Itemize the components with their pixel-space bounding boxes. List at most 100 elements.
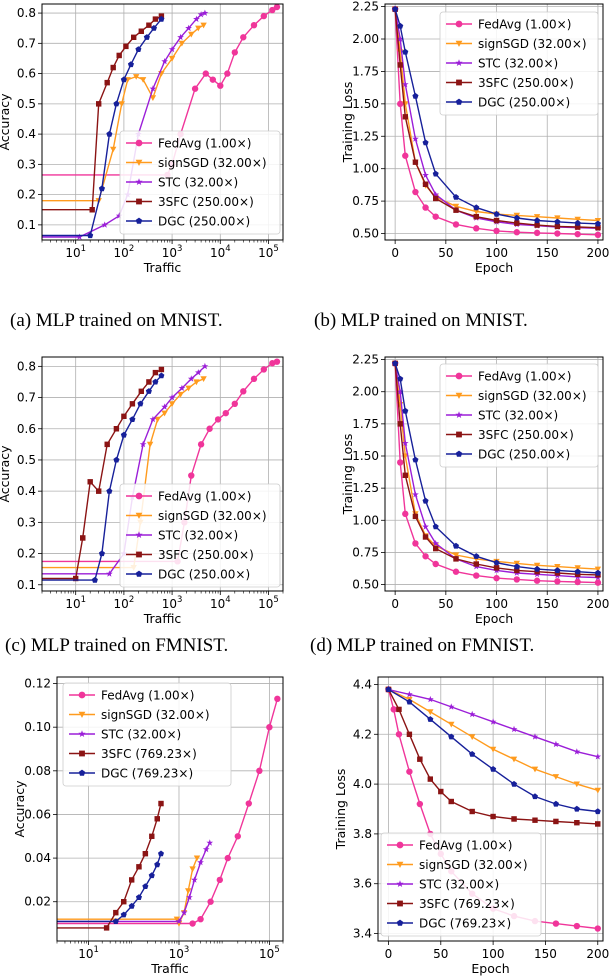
data-point-signSGD	[185, 385, 192, 392]
data-point-DGC	[432, 170, 439, 177]
data-point-3SFC	[110, 64, 116, 71]
data-point-3SFC	[438, 788, 444, 795]
series-line-DGC	[394, 8, 598, 225]
series-line-STC	[57, 842, 211, 923]
chart-e: 0.02 0.04 0.06 0.08 0.10 0.12 101 103 105 Traffic…	[12, 676, 284, 976]
legend-label-STC: STC (32.00×)	[101, 728, 181, 742]
data-point-DGC	[120, 431, 127, 438]
data-point-signSGD	[510, 756, 518, 763]
data-point-3SFC	[422, 181, 429, 187]
x-tick-label: 104	[210, 244, 231, 260]
data-point-FedAvg	[269, 6, 276, 14]
series-line-DGC	[394, 363, 598, 574]
data-point-STC	[186, 893, 193, 901]
data-point-FedAvg	[188, 472, 195, 479]
data-point-3SFC	[406, 731, 413, 737]
data-point-DGC	[422, 497, 429, 504]
data-point-signSGD	[573, 781, 580, 788]
legend-label-FedAvg: FedAvg (1.00×)	[101, 689, 194, 703]
data-point-FedAvg	[240, 388, 247, 395]
data-point-signSGD	[168, 55, 176, 62]
data-point-DGC	[594, 808, 601, 815]
y-tick-label: 2.00	[352, 385, 379, 399]
legend-marker-STC	[135, 531, 143, 538]
x-tick-label: 50	[438, 597, 453, 611]
data-point-signSGD	[178, 40, 186, 47]
data-point-FedAvg	[554, 578, 561, 585]
data-point-FedAvg	[397, 100, 404, 108]
data-point-3SFC	[433, 195, 439, 202]
data-point-FedAvg	[513, 229, 521, 236]
y-tick-label: 0.5	[17, 453, 36, 467]
legend-label-3SFC: 3SFC (769.23×)	[101, 747, 197, 761]
y-axis-label: Training Loss	[340, 82, 355, 164]
data-point-DGC	[402, 407, 409, 414]
data-point-3SFC	[131, 34, 137, 40]
data-point-DGC	[452, 542, 459, 549]
data-point-signSGD	[149, 95, 157, 101]
data-point-DGC	[392, 360, 399, 366]
y-tick-label: 0.04	[24, 851, 51, 865]
data-point-STC	[422, 171, 429, 178]
data-point-FedAvg	[260, 12, 268, 20]
data-point-3SFC	[113, 426, 120, 432]
data-point-DGC	[148, 872, 155, 879]
data-point-signSGD	[188, 31, 195, 38]
legend-marker-STC	[396, 880, 404, 887]
legend-marker-3SFC	[136, 551, 142, 558]
data-point-FedAvg	[273, 358, 281, 365]
data-point-STC	[206, 839, 214, 846]
legend-label-signSGD: signSGD (32.00×)	[158, 156, 267, 170]
data-point-FedAvg	[256, 767, 263, 775]
data-point-3SFC	[89, 207, 95, 213]
legend: FedAvg (1.00×) signSGD (32.00×) STC (32.00…	[439, 11, 599, 116]
data-point-DGC	[128, 902, 135, 909]
data-point-FedAvg	[594, 231, 602, 239]
y-axis-label: Training Loss	[340, 434, 355, 516]
data-point-signSGD	[175, 921, 183, 927]
data-point-3SFC	[96, 101, 102, 107]
data-point-DGC	[432, 523, 439, 530]
data-point-3SFC	[146, 379, 152, 385]
series-line-signSGD	[394, 9, 598, 222]
data-point-FedAvg	[216, 876, 224, 884]
data-point-3SFC	[595, 821, 601, 827]
y-tick-label: 3.4	[353, 927, 372, 941]
x-tick-label: 50	[438, 246, 453, 260]
legend-box	[62, 682, 232, 787]
data-point-FedAvg	[422, 553, 429, 560]
data-point-DGC	[412, 92, 419, 99]
data-point-DGC	[513, 563, 520, 570]
data-point-FedAvg	[231, 49, 238, 56]
data-point-3SFC	[453, 207, 459, 213]
data-point-STC	[139, 440, 147, 448]
legend-label-3SFC: 3SFC (250.00×)	[158, 195, 254, 209]
data-point-FedAvg	[574, 578, 581, 586]
data-point-STC	[149, 85, 157, 92]
y-tick-label: 0.75	[352, 194, 379, 208]
data-point-FedAvg	[432, 213, 439, 220]
legend-label-STC: STC (32.00×)	[478, 57, 558, 71]
chart-c: 0.1 0.2 0.3 0.4 0.5 0.6 0.7 0.8 101 102 103 104 105 T…	[0, 356, 284, 626]
data-point-3SFC	[448, 798, 454, 805]
y-tick-label: 0.1	[17, 218, 36, 232]
data-point-STC	[406, 690, 413, 698]
data-point-DGC	[469, 751, 476, 757]
legend-box	[439, 11, 599, 116]
data-point-signSGD	[473, 208, 480, 215]
legend-marker-FedAvg	[135, 139, 143, 147]
data-point-3SFC	[103, 925, 110, 931]
data-point-signSGD	[173, 916, 181, 923]
data-point-STC	[468, 710, 476, 718]
data-point-DGC	[493, 210, 500, 217]
x-tick-label: 200	[586, 246, 609, 260]
data-point-3SFC	[402, 472, 408, 478]
data-point-DGC	[490, 766, 497, 772]
y-tick-label: 0.6	[17, 422, 36, 436]
data-point-DGC	[554, 567, 561, 573]
series-line-3SFC	[394, 363, 598, 576]
y-tick-label: 1.75	[352, 417, 379, 431]
legend-marker-signSGD	[455, 40, 463, 47]
data-point-3SFC	[422, 534, 429, 540]
data-point-FedAvg	[202, 70, 209, 77]
